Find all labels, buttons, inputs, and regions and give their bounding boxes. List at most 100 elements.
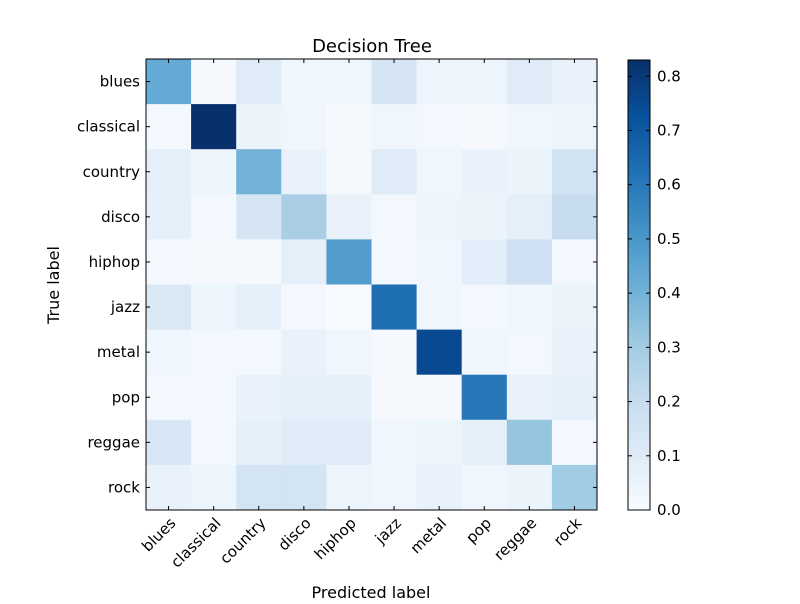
heatmap-cell xyxy=(416,419,463,466)
heatmap-cell xyxy=(506,239,553,285)
heatmap-cell xyxy=(416,104,463,150)
y-tick-label: jazz xyxy=(110,298,140,316)
heatmap-cell xyxy=(146,419,192,466)
x-tick-label: rock xyxy=(550,514,586,550)
heatmap-cell xyxy=(416,59,463,105)
heatmap-cell xyxy=(281,194,327,240)
heatmap-cell xyxy=(281,374,327,421)
y-tick-label: country xyxy=(83,163,140,181)
y-tick-label: pop xyxy=(112,388,140,406)
heatmap-cell xyxy=(236,194,282,240)
heatmap-cell xyxy=(461,149,508,195)
heatmap-cell xyxy=(551,374,598,421)
heatmap-cell xyxy=(416,149,463,195)
heatmap-cell xyxy=(371,329,418,376)
heatmap-cell xyxy=(416,374,463,421)
heatmap-cell xyxy=(506,464,553,511)
heatmap-cell xyxy=(551,239,598,285)
heatmap-cell xyxy=(551,419,598,466)
heatmap-cell xyxy=(326,239,372,285)
heatmap-cell xyxy=(371,284,418,331)
heatmap-cell xyxy=(236,59,282,105)
colorbar-tick-label: 0.7 xyxy=(657,121,681,139)
heatmap-cell xyxy=(551,194,598,240)
heatmap-cell xyxy=(236,149,282,195)
heatmap-cell xyxy=(461,284,508,331)
colorbar-tick-label: 0.3 xyxy=(657,338,681,356)
x-tick-label: country xyxy=(216,514,269,567)
heatmap-cell xyxy=(326,419,372,466)
heatmap-cell xyxy=(506,284,553,331)
heatmap-cell xyxy=(506,194,553,240)
colorbar xyxy=(627,59,651,511)
heatmap-cell xyxy=(146,149,192,195)
heatmap-cell xyxy=(506,419,553,466)
heatmap-cells xyxy=(146,59,598,511)
heatmap-cell xyxy=(461,104,508,150)
heatmap-cell xyxy=(146,374,192,421)
x-tick-label: disco xyxy=(274,514,314,554)
heatmap-cell xyxy=(146,104,192,150)
heatmap-cell xyxy=(551,104,598,150)
heatmap-cell xyxy=(326,464,372,511)
heatmap-cell xyxy=(326,329,372,376)
heatmap-cell xyxy=(551,149,598,195)
heatmap-cell xyxy=(416,194,463,240)
heatmap-cell xyxy=(506,329,553,376)
y-axis-label: True label xyxy=(44,246,63,325)
heatmap-cell xyxy=(416,239,463,285)
heatmap-cell xyxy=(371,419,418,466)
x-axis-label: Predicted label xyxy=(312,583,431,600)
heatmap-cell xyxy=(191,329,237,376)
heatmap-cell xyxy=(371,464,418,511)
heatmap-cell xyxy=(281,59,327,105)
y-axis-ticks: blues classical country disco hiphop jazz meta… xyxy=(77,73,597,496)
heatmap-cell xyxy=(236,464,282,511)
x-tick-label: jazz xyxy=(371,514,405,548)
heatmap-cell xyxy=(506,104,553,150)
colorbar-ticks: 0.0 0.1 0.2 0.3 0.4 0.5 0.6 0.7 0.8 xyxy=(628,67,681,519)
heatmap-cell xyxy=(281,104,327,150)
heatmap-cell xyxy=(371,194,418,240)
heatmap-cell xyxy=(236,419,282,466)
heatmap-cell xyxy=(461,464,508,511)
heatmap-cell xyxy=(236,329,282,376)
heatmap-cell xyxy=(281,419,327,466)
heatmap-cell xyxy=(326,194,372,240)
y-tick-label: hiphop xyxy=(89,253,140,271)
heatmap-cell xyxy=(326,149,372,195)
heatmap-cell xyxy=(371,104,418,150)
heatmap-cell xyxy=(326,59,372,105)
x-tick-label: classical xyxy=(167,514,224,571)
y-tick-label: reggae xyxy=(87,433,140,451)
heatmap-cell xyxy=(236,239,282,285)
colorbar-tick-label: 0.4 xyxy=(657,284,681,302)
y-tick-label: rock xyxy=(108,478,140,496)
heatmap-cell xyxy=(281,464,327,511)
heatmap-cell xyxy=(506,374,553,421)
heatmap-cell xyxy=(506,149,553,195)
heatmap-cell xyxy=(281,284,327,331)
heatmap-cell xyxy=(191,194,237,240)
heatmap-cell xyxy=(146,464,192,511)
heatmap-cell xyxy=(146,329,192,376)
heatmap-cell xyxy=(236,104,282,150)
heatmap-cell xyxy=(191,149,237,195)
x-tick-label: hiphop xyxy=(311,514,360,563)
heatmap-cell xyxy=(461,239,508,285)
heatmap-cell xyxy=(551,464,598,511)
heatmap-cell xyxy=(461,419,508,466)
colorbar-tick-label: 0.2 xyxy=(657,393,681,411)
heatmap-cell xyxy=(416,464,463,511)
heatmap-cell xyxy=(371,59,418,105)
heatmap-cell xyxy=(281,329,327,376)
heatmap-cell xyxy=(146,239,192,285)
heatmap-cell xyxy=(146,194,192,240)
x-tick-label: metal xyxy=(407,514,450,557)
y-tick-label: blues xyxy=(100,73,140,91)
heatmap-cell xyxy=(191,284,237,331)
chart-title: Decision Tree xyxy=(312,36,432,57)
heatmap-cell xyxy=(371,239,418,285)
